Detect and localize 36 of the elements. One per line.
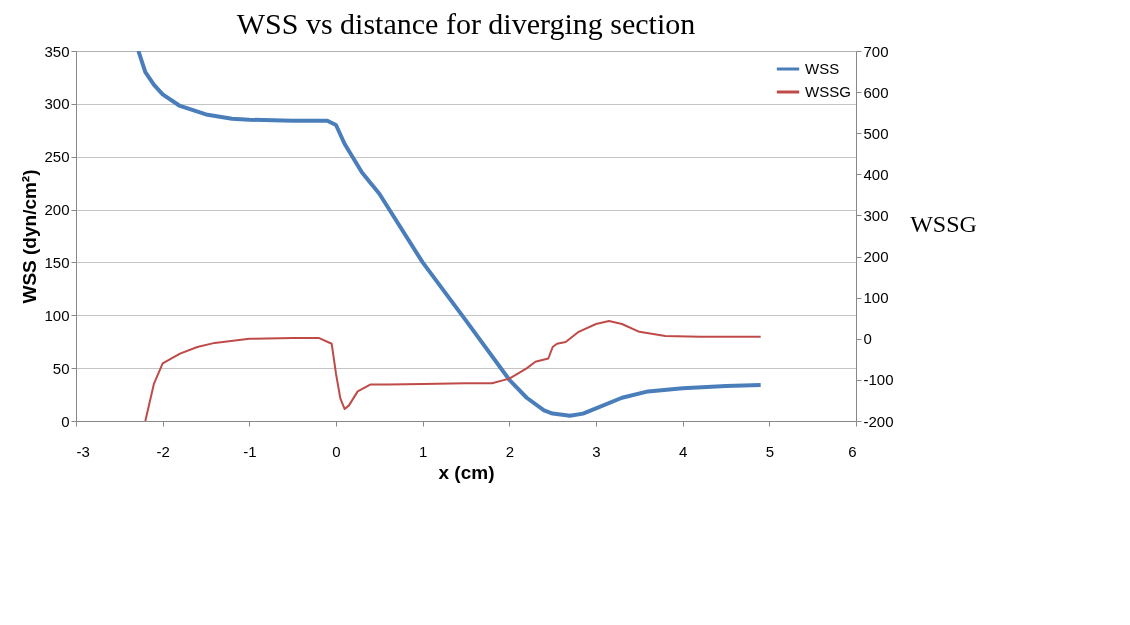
y2-tick-label: 300: [863, 206, 889, 224]
y-tick-label: 350: [44, 42, 70, 60]
x-tick-label: 5: [765, 442, 775, 460]
y-tick-label: 200: [44, 201, 70, 219]
y-tick-label: 100: [44, 306, 70, 324]
x-axis-title: x (cm): [438, 461, 495, 483]
y-tick-label: 250: [44, 148, 70, 166]
line-series: [144, 320, 762, 421]
y2-tick-label: 500: [863, 124, 889, 142]
x-tick-label: -2: [156, 442, 170, 460]
x-tick-label: 0: [332, 442, 341, 460]
y2-tick-label: 200: [863, 248, 889, 266]
y-tick-label: 0: [61, 412, 70, 430]
x-tick-label: -1: [243, 442, 257, 460]
y-tick-label: 300: [44, 95, 70, 113]
chart-title: WSS vs distance for diverging section: [236, 7, 696, 40]
y-tick-label: 50: [52, 359, 70, 377]
legend-label: WSS: [805, 60, 840, 77]
y2-tick-label: -200: [863, 412, 894, 430]
y2-tick-label: 0: [863, 330, 872, 348]
x-tick-label: 4: [678, 442, 688, 460]
x-tick-label: 3: [592, 442, 601, 460]
line-series: [136, 51, 763, 418]
x-tick-label: 6: [848, 442, 857, 460]
y2-axis-title: WSSG: [910, 210, 977, 237]
y2-tick-label: 400: [863, 165, 889, 183]
x-tick-label: 1: [418, 442, 428, 460]
y2-tick-label: 600: [863, 83, 889, 101]
y-tick-label: 150: [44, 253, 70, 271]
y2-tick-label: 100: [863, 289, 889, 307]
legend-label: WSSG: [805, 83, 851, 100]
y2-tick-label: -100: [863, 371, 894, 389]
x-tick-label: -3: [76, 442, 90, 460]
y2-tick-label: 700: [863, 42, 889, 60]
y-axis-title: WSS (dyn/cm²): [19, 169, 41, 304]
x-tick-label: 2: [505, 442, 515, 460]
